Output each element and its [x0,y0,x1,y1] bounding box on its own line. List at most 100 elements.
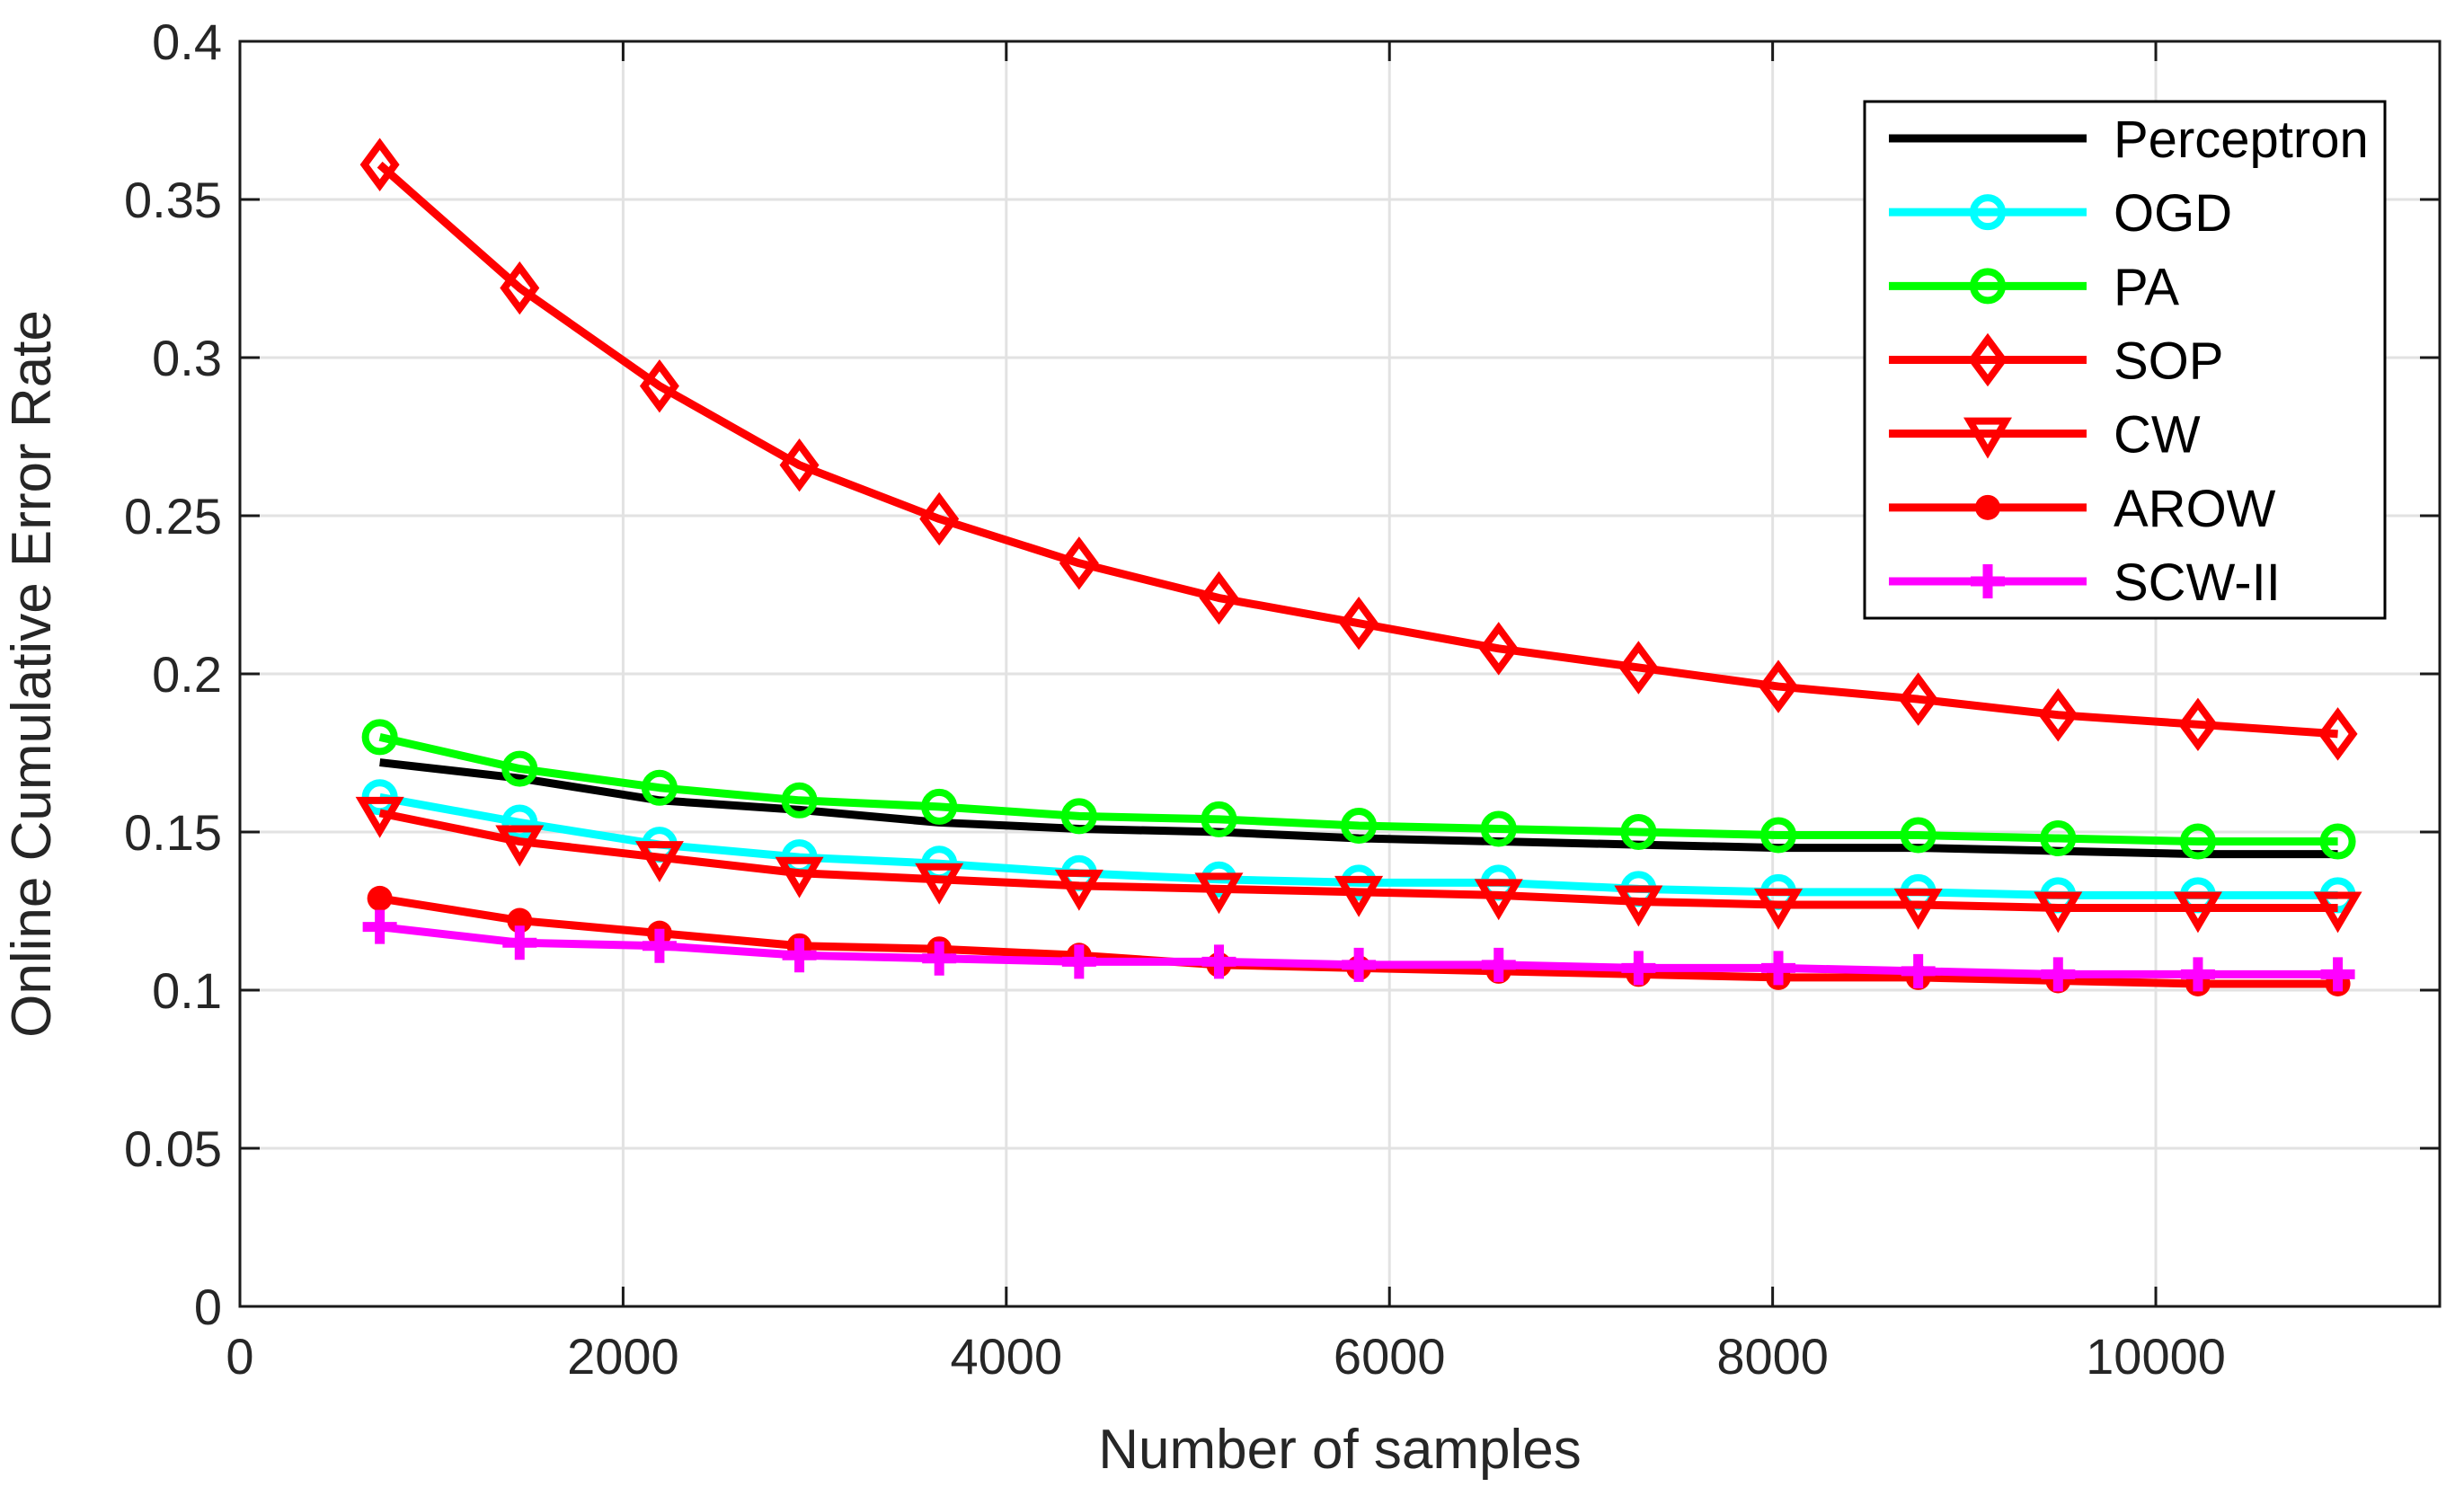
legend-entry-pa: PA [1889,258,2179,316]
legend-label: SOP [2114,332,2224,391]
legend-entry-perceptron: Perceptron [1889,111,2369,169]
marker-cw [1054,869,1103,911]
y-tick-label-0.35: 0.35 [124,172,222,228]
x-axis-label: Number of samples [1098,1419,1582,1481]
marker-pa [501,750,538,787]
y-tick-label-0.3: 0.3 [152,330,222,386]
y-tick-label-0.05: 0.05 [124,1120,222,1177]
marker-sop [500,261,540,315]
legend-label: SCW-II [2114,553,2281,612]
marker-scw-ii [922,941,957,976]
marker-sop [1618,641,1659,695]
legend-marker-sop [1968,332,2008,387]
legend-entry-ogd: OGD [1889,184,2232,243]
y-tick-label-0.25: 0.25 [124,488,222,544]
marker-scw-ii [2180,957,2215,992]
series-sop [359,137,2358,761]
marker-sop [1339,596,1379,651]
marker-sop [1059,536,1099,590]
marker-scw-ii [2041,957,2076,992]
axes-frame-layer [238,40,2442,1308]
marker-pa [921,788,958,825]
x-tick-label-8000: 8000 [1716,1328,1829,1385]
series-line-pa [378,733,2338,846]
legend-label: Perceptron [2114,111,2369,169]
legend-marker-pa [1970,268,2006,305]
legend-entry-cw: CW [1889,406,2201,465]
marker-sop [919,491,960,546]
legend-entry-arow: AROW [1889,480,2276,538]
marker-cw [1474,879,1523,921]
legend-entry-sop: SOP [1889,332,2224,391]
marker-cw [1754,888,1804,930]
marker-sop [639,358,679,413]
marker-cw [1893,888,1943,930]
marker-arow [367,885,393,911]
marker-cw [495,825,545,867]
legend-label: PA [2114,258,2179,316]
y-tick-label-0.4: 0.4 [152,13,222,70]
series-pa [361,719,2356,860]
marker-pa [2179,823,2216,860]
marker-scw-ii [2320,957,2355,992]
legend-marker-cw [1963,417,2012,459]
marker-sop [1898,672,1938,726]
marker-cw [1614,885,1663,927]
legend-label: OGD [2114,184,2232,243]
marker-cw [915,863,964,905]
marker-scw-ii [1761,951,1796,986]
legend-label: AROW [2114,480,2276,538]
x-tick-label-4000: 4000 [951,1328,1063,1385]
marker-pa [781,782,818,819]
legend-entry-scw-ii: SCW-II [1889,553,2281,612]
legend-marker-scw-ii [1971,564,2005,598]
marker-scw-ii [782,938,817,973]
marker-scw-ii [502,925,537,960]
marker-scw-ii [1901,953,1936,988]
series-scw-ii [362,909,2355,992]
marker-pa [1620,814,1657,850]
series-line-cw [378,809,2338,912]
marker-scw-ii [1481,947,1516,982]
marker-pa [1341,807,1378,844]
marker-scw-ii [1061,944,1096,979]
marker-ogd [501,804,538,841]
marker-sop [779,438,820,492]
marker-scw-ii [362,909,397,944]
tick-layer: 0 2000 4000 6000 8000 10000 0 0.05 0.1 0.15 0.2 0.2… [124,13,2226,1385]
marker-cw [2313,891,2362,934]
y-axis-label: Online Cumulative Error Rate [1,310,63,1038]
marker-pa [641,769,678,806]
legend: Perceptron OGD PA SOP CW AROW SCW-II [1863,100,2387,620]
marker-sop [1478,622,1519,676]
marker-scw-ii [1201,944,1236,979]
marker-pa [1201,801,1237,837]
marker-sop [1199,571,1239,625]
marker-pa [1480,810,1517,847]
marker-pa [1060,798,1097,835]
marker-sop [1759,659,1798,713]
marker-cw [634,841,684,883]
legend-label: CW [2114,406,2201,465]
marker-cw [2173,891,2222,934]
y-tick-label-0.15: 0.15 [124,804,222,861]
marker-pa [2319,823,2356,860]
series-layer [355,137,2362,996]
series-line-sop [377,161,2338,739]
marker-cw [2034,891,2083,934]
y-tick-label-0.2: 0.2 [152,646,222,703]
marker-sop [2177,697,2218,752]
x-tick-label-2000: 2000 [567,1328,679,1385]
marker-pa [1900,817,1937,854]
marker-cw [1194,872,1244,915]
marker-pa [361,719,398,756]
series-cw [355,796,2362,934]
marker-sop [2038,688,2078,742]
y-tick-label-0.1: 0.1 [152,962,222,1019]
marker-pa [1760,817,1797,854]
x-tick-label-6000: 6000 [1334,1328,1446,1385]
marker-pa [2040,820,2077,857]
marker-scw-ii [642,928,677,963]
